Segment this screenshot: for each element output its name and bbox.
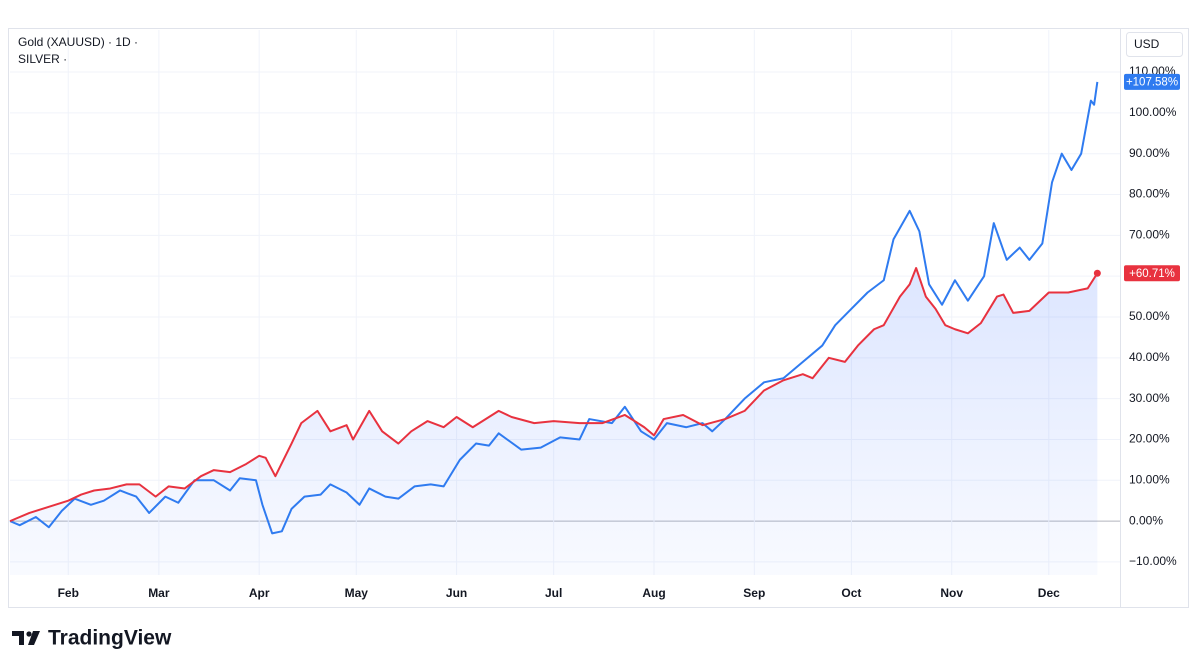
- x-tick-label: Aug: [642, 586, 665, 600]
- y-tick-label: 100.00%: [1129, 105, 1177, 119]
- logo-icon: [26, 631, 32, 637]
- x-tick-label: Jul: [545, 586, 562, 600]
- legend-entry: Gold (XAUUSD) · 1D ·: [18, 35, 138, 49]
- x-tick-label: Sep: [743, 586, 765, 600]
- currency-box[interactable]: [1126, 32, 1183, 57]
- y-tick-label: 30.00%: [1129, 391, 1170, 405]
- y-tick-label: 20.00%: [1129, 432, 1170, 446]
- y-tick-label: 10.00%: [1129, 472, 1170, 486]
- x-tick-label: May: [345, 586, 369, 600]
- line: [9, 81, 1099, 535]
- value-label-bg: [1124, 265, 1180, 282]
- y-tick-label: 50.00%: [1129, 309, 1170, 323]
- value-label-bg: [1124, 73, 1180, 90]
- line: [9, 267, 1099, 523]
- logo: TradingView: [12, 627, 172, 650]
- y-tick-label: 0.00%: [1129, 513, 1163, 527]
- currency-label[interactable]: USD: [1134, 37, 1160, 51]
- x-tick-label: Jun: [446, 586, 467, 600]
- y-tick-label: 70.00%: [1129, 228, 1170, 242]
- y-tick-label: 80.00%: [1129, 187, 1170, 201]
- x-tick-label: Nov: [940, 586, 963, 600]
- last-point: [1093, 269, 1101, 277]
- x-tick-label: Dec: [1038, 586, 1060, 600]
- x-tick-label: Oct: [841, 586, 861, 600]
- x-tick-label: Apr: [249, 586, 270, 600]
- y-tick-label: 40.00%: [1129, 350, 1170, 364]
- frame: [8, 28, 1189, 608]
- brand: TradingView: [48, 627, 172, 650]
- legend-entry: SILVER ·: [18, 52, 67, 66]
- y-tick-label: 90.00%: [1129, 146, 1170, 160]
- x-tick-label: Feb: [58, 586, 79, 600]
- value-label: +107.58%: [1126, 76, 1178, 88]
- logo-icon: [12, 631, 24, 645]
- logo-icon: [28, 631, 40, 645]
- value-label: +60.71%: [1129, 268, 1175, 280]
- y-tick-label: −10.00%: [1129, 554, 1177, 568]
- x-tick-label: Mar: [148, 586, 170, 600]
- plot: [9, 81, 1101, 575]
